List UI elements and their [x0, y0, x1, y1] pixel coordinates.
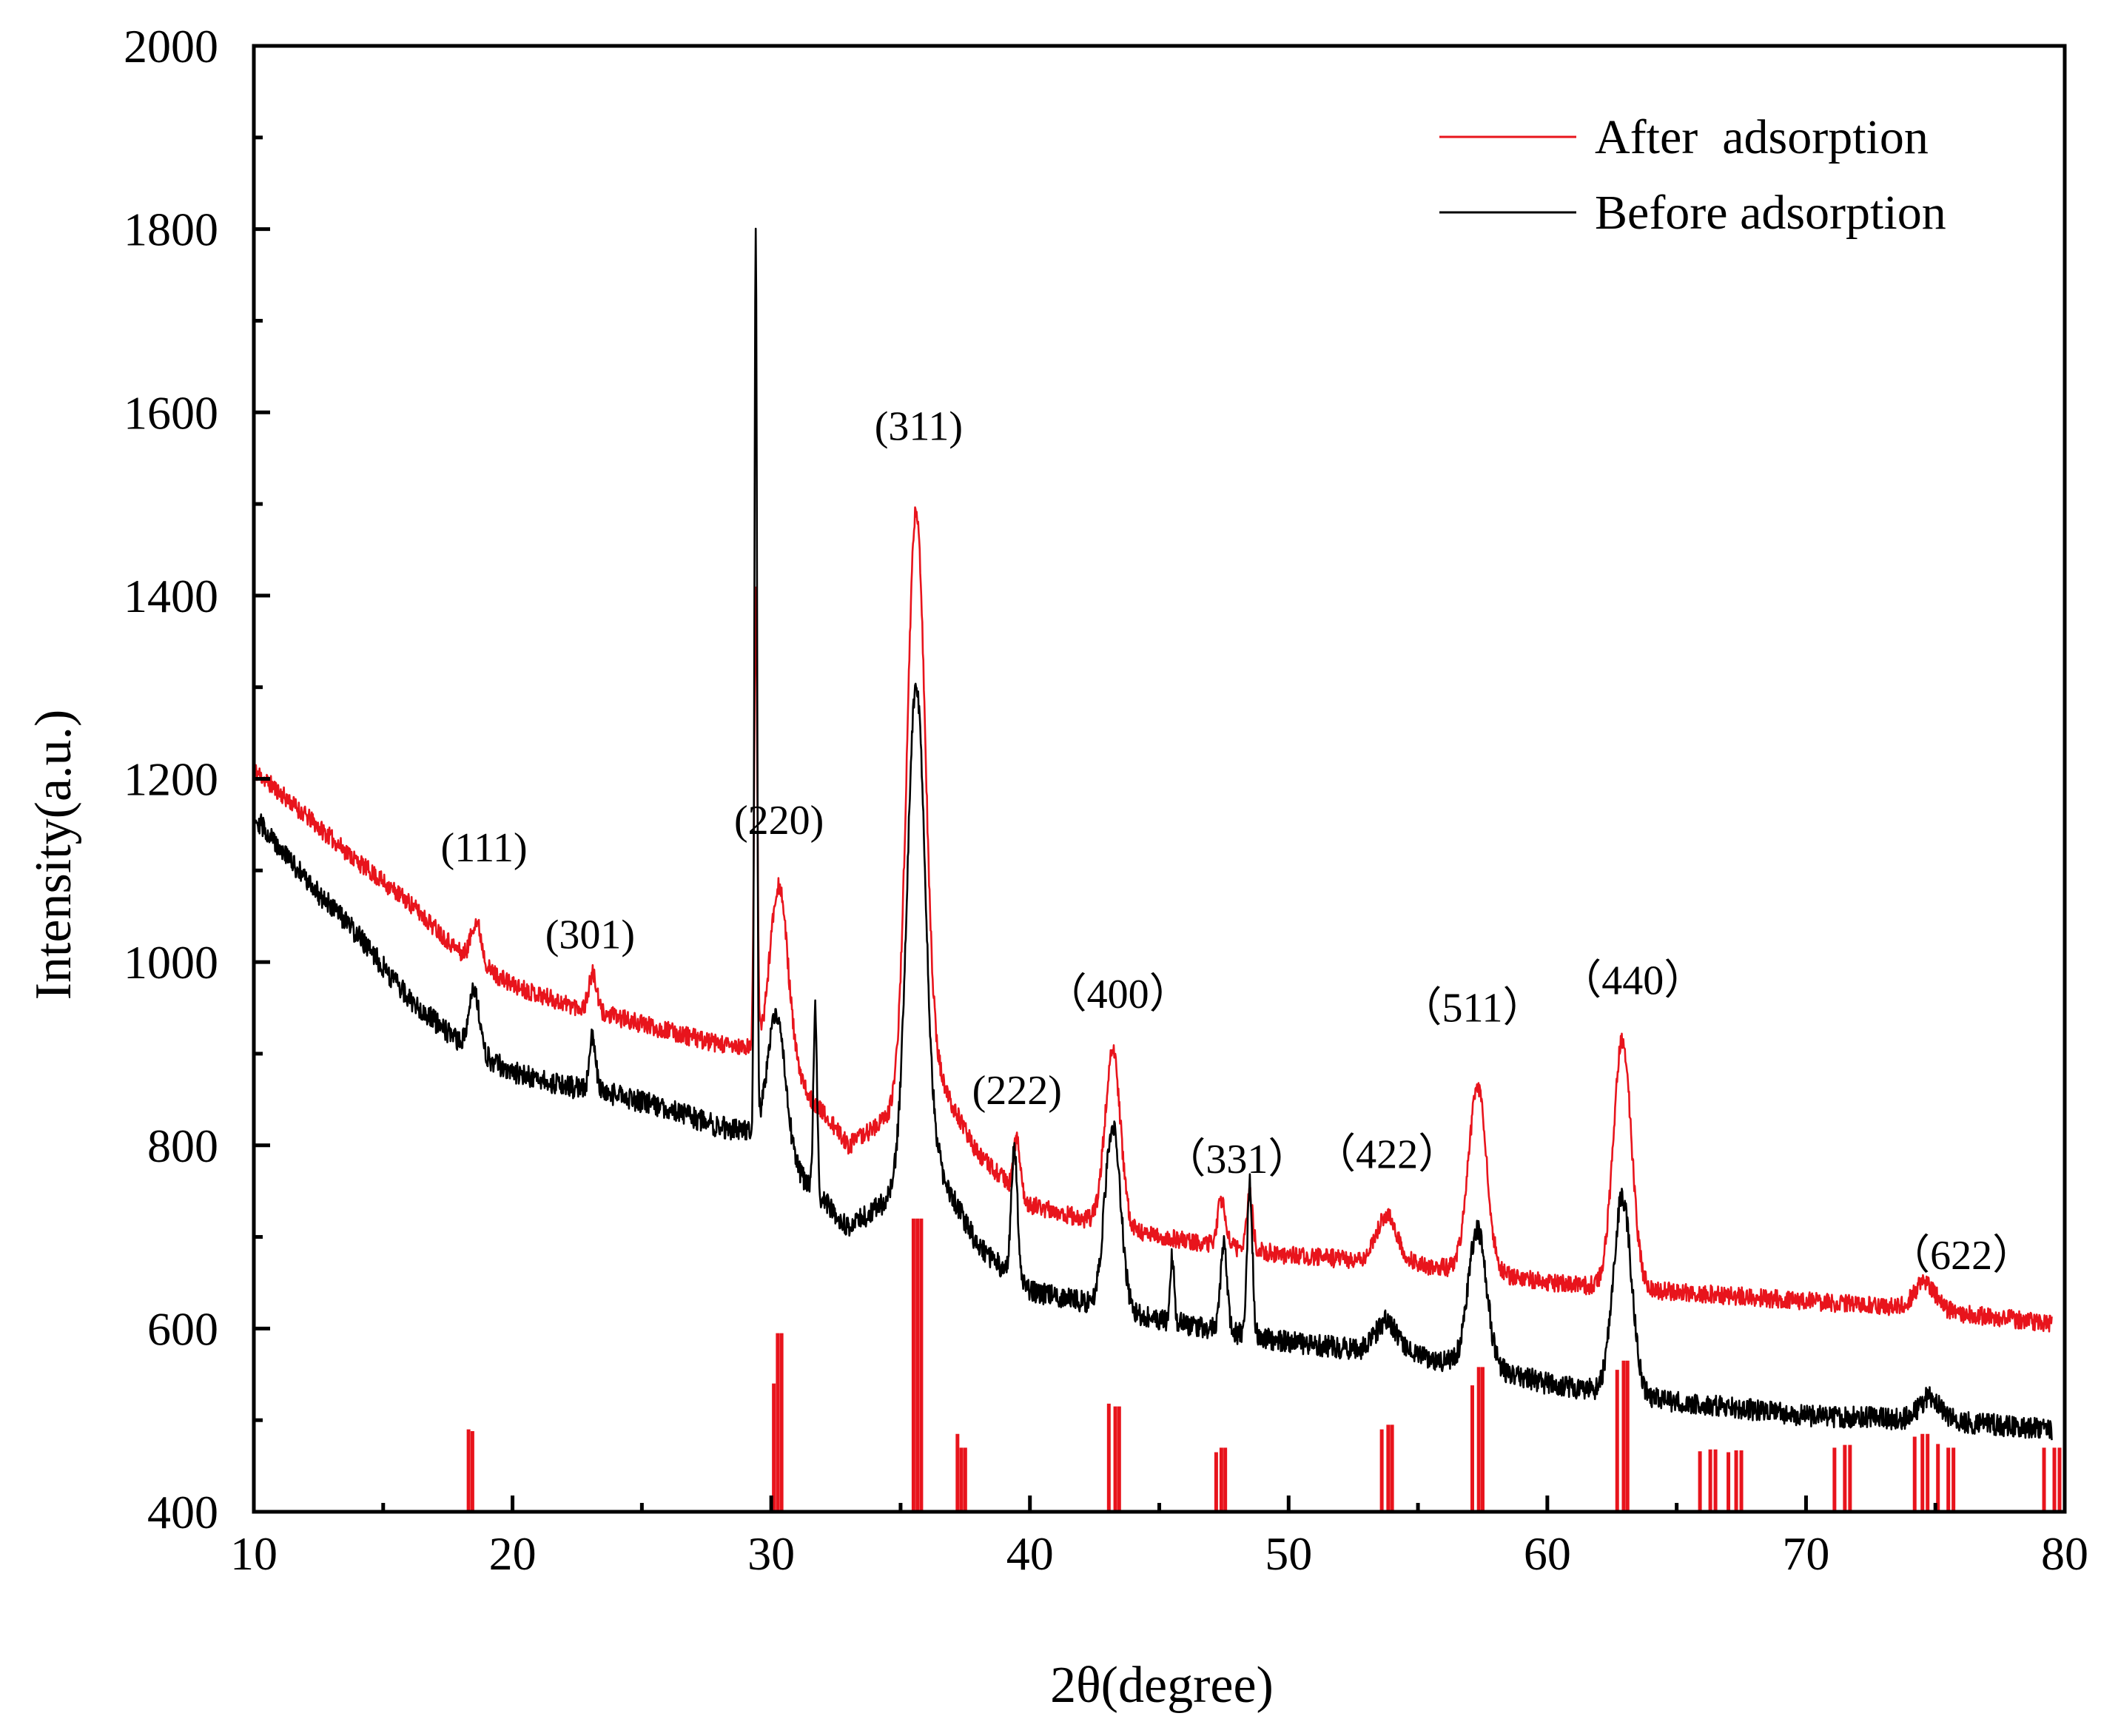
x-tick-label: 30	[747, 1527, 795, 1580]
y-tick-label: 2000	[124, 20, 218, 73]
peak-annotations-group: (111) (301) (220) (311) (222) （400） （331） （422）…	[441, 403, 2034, 1279]
y-axis-label: Intensity(a.u.)	[25, 710, 82, 1000]
x-tick-label: 40	[1006, 1527, 1054, 1580]
peak-annotation: （622）	[1889, 1233, 2034, 1279]
y-tick-label: 1400	[124, 570, 218, 622]
y-tick-label: 1000	[124, 936, 218, 989]
y-tick-label: 600	[147, 1302, 218, 1355]
x-axis-label: 2θ(degree)	[1050, 1657, 1274, 1714]
peak-annotation: (222)	[972, 1068, 1062, 1114]
x-tick-label: 10	[230, 1527, 278, 1580]
peak-annotation: （511）	[1401, 986, 1544, 1032]
x-tick-label: 50	[1265, 1527, 1312, 1580]
peak-annotation: (111)	[441, 825, 528, 871]
peak-annotation: （400）	[1046, 972, 1191, 1017]
reference-sticks-group	[466, 1218, 2062, 1512]
series-line-after	[253, 506, 2053, 1333]
peak-annotation: (220)	[734, 798, 824, 844]
legend-label-before: Before adsorption	[1595, 186, 1946, 240]
peak-annotation: （331）	[1164, 1137, 1309, 1182]
series-line-before	[252, 227, 2053, 1441]
y-tick-label: 1600	[124, 386, 218, 439]
y-tick-label: 400	[147, 1486, 218, 1538]
axes-group: 10 20 30 40 50 60 70 80 400 600 800 1000 1200 1400 160…	[124, 20, 2088, 1580]
y-tick-label: 800	[147, 1120, 218, 1172]
peak-annotation: (311)	[875, 403, 963, 449]
x-tick-label: 60	[1524, 1527, 1571, 1580]
legend: After adsorption Before adsorption	[1439, 110, 1946, 240]
series-group	[252, 227, 2053, 1441]
x-tick-label: 80	[2041, 1527, 2088, 1580]
y-tick-label: 1200	[124, 753, 218, 806]
peak-annotation: （422）	[1314, 1132, 1459, 1178]
x-tick-label: 70	[1782, 1527, 1829, 1580]
peak-annotation: (301)	[545, 912, 635, 958]
y-tick-label: 1800	[124, 203, 218, 256]
x-tick-label: 20	[489, 1527, 537, 1580]
peak-annotation: （440）	[1560, 958, 1705, 1003]
legend-label-after: After adsorption	[1595, 110, 1929, 164]
